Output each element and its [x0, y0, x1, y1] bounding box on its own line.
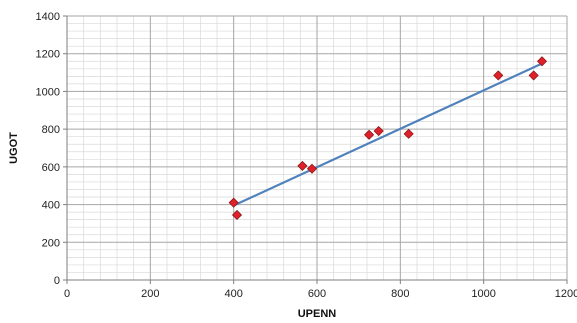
data-point	[528, 70, 539, 81]
x-tick-label: 0	[64, 288, 70, 300]
trendline	[232, 62, 544, 207]
data-point	[297, 160, 308, 171]
data-point	[373, 125, 384, 137]
y-tick-label: 800	[42, 124, 60, 136]
x-tick-label: 800	[391, 288, 409, 300]
x-axis-title: UPENN	[298, 308, 337, 320]
y-tick-label: 0	[54, 275, 60, 287]
data-point	[228, 197, 239, 208]
data-point	[364, 129, 375, 140]
data-point	[403, 128, 414, 139]
tick-labels: 0 200 400 600 800 1000 1200 0 200 400 600 800 1000 12…	[36, 11, 577, 300]
trendline-layer	[232, 62, 544, 207]
y-tick-label: 1200	[36, 49, 60, 61]
x-tick-label: 1000	[471, 288, 495, 300]
x-tick-label: 200	[141, 288, 159, 300]
y-tick-label: 1000	[36, 86, 60, 98]
y-tick-label: 600	[42, 162, 60, 174]
x-tick-label: 600	[308, 288, 326, 300]
y-tick-label: 1400	[36, 11, 60, 23]
y-tick-label: 200	[42, 237, 60, 249]
axes	[63, 15, 568, 284]
x-tick-label: 1200	[555, 288, 577, 300]
data-point	[306, 163, 318, 174]
data-point	[493, 70, 504, 81]
x-tick-label: 400	[224, 288, 242, 300]
data-point	[231, 209, 243, 221]
data-point	[536, 56, 548, 67]
y-tick-label: 400	[42, 200, 60, 212]
grid	[66, 15, 568, 281]
data-points	[228, 56, 548, 221]
y-axis-title: UGOT	[8, 132, 20, 164]
